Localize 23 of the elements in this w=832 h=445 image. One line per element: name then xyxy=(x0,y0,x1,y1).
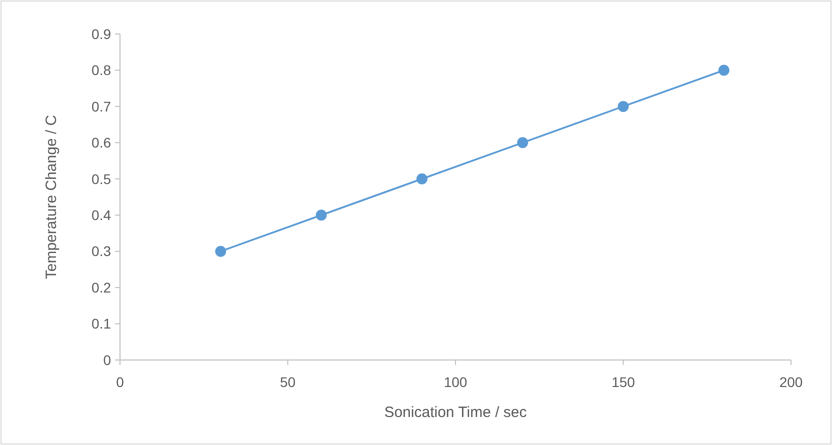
point xyxy=(416,173,428,184)
point xyxy=(618,100,629,112)
y-tick-label: 0.4 xyxy=(92,207,112,224)
x-axis-title: Sonication Time / sec xyxy=(384,404,528,421)
x-tick-label: 150 xyxy=(612,374,636,390)
x-tick-label: 200 xyxy=(779,374,803,390)
y-tick-label: 0.7 xyxy=(92,98,112,114)
y-tick-label: 0.3 xyxy=(92,243,112,260)
point xyxy=(718,64,730,76)
point xyxy=(215,246,226,257)
point xyxy=(316,210,327,221)
y-tick-label: 0.2 xyxy=(92,279,112,296)
y-tick-label: 0.1 xyxy=(92,316,112,332)
x-tick-label: 100 xyxy=(444,374,468,390)
y-tick-label: 0.5 xyxy=(92,170,112,187)
y-tick-label: 0.8 xyxy=(92,62,112,78)
x-tick-label: 50 xyxy=(280,374,296,390)
point xyxy=(517,137,528,148)
x-tick-label: 0 xyxy=(116,374,124,390)
y-tick-label: 0.9 xyxy=(92,26,112,42)
y-tick-label: 0.6 xyxy=(92,134,112,151)
y-tick-label: 0 xyxy=(103,352,112,368)
y-axis-title: Temperature Change / C xyxy=(43,114,60,280)
